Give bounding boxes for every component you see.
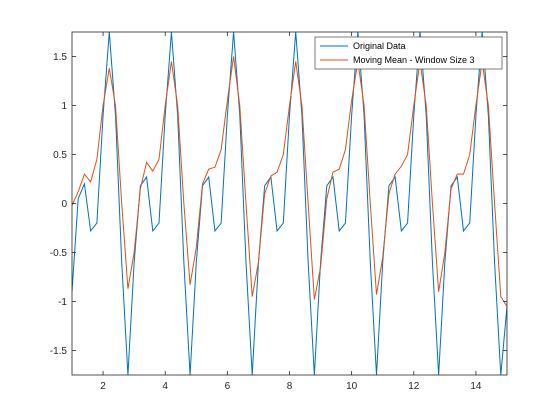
x-tick-label: 8 xyxy=(287,381,293,392)
x-tick-label: 14 xyxy=(470,381,482,392)
series-layer xyxy=(72,32,507,375)
axes-layer: 2 4 6 8 10 12 14 -1.5 -1 -0.5 0 0.5 1 1.5 xyxy=(50,31,508,392)
x-tick-label: 4 xyxy=(162,381,168,392)
x-tick-label: 10 xyxy=(346,381,358,392)
y-tick-label: 1 xyxy=(61,101,67,112)
legend-label-2: Moving Mean - Window Size 3 xyxy=(353,55,475,65)
y-tick-label: -0.5 xyxy=(50,248,68,259)
legend-label-1: Original Data xyxy=(353,41,406,51)
y-tick-label: 0.5 xyxy=(53,150,67,161)
x-tick-label: 6 xyxy=(225,381,231,392)
legend-box xyxy=(314,36,503,70)
y-tick-label: 0 xyxy=(61,199,67,210)
x-tick-label: 12 xyxy=(408,381,420,392)
x-tick-label: 2 xyxy=(100,381,106,392)
legend: Original Data Moving Mean - Window Size 3 xyxy=(314,36,503,70)
y-tick-label: -1 xyxy=(58,297,67,308)
y-tick-label: 1.5 xyxy=(53,52,67,63)
y-tick-label: -1.5 xyxy=(50,346,68,357)
plot-background xyxy=(72,32,507,375)
series-line-2 xyxy=(72,56,507,307)
series-line-1 xyxy=(72,32,507,375)
